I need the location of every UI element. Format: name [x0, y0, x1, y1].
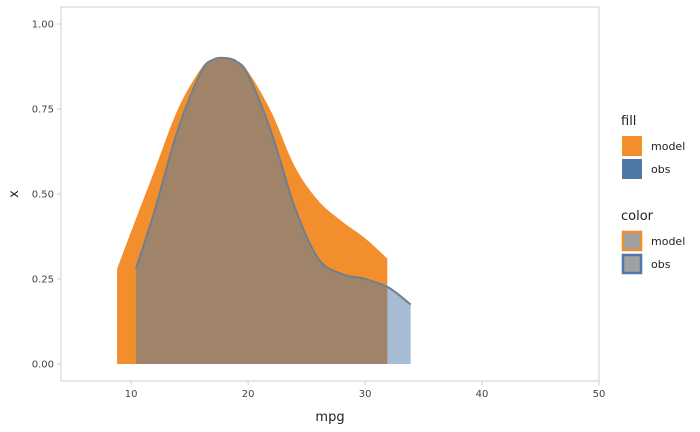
legend-color-swatch-model: [621, 230, 643, 252]
legend-fill-swatch-model: [622, 136, 642, 156]
legend-fill-swatch-obs: [622, 159, 642, 179]
legend-color-label-model: model: [651, 235, 685, 248]
x-tick-label: 50: [593, 389, 606, 400]
y-axis: 0.00 0.25 0.50 0.75 1.00: [32, 20, 61, 371]
density-line-obs: [134, 56, 412, 306]
x-axis: 10 20 30 40 50: [125, 381, 606, 400]
x-tick-label: 30: [359, 389, 372, 400]
legend-color-label-obs: obs: [651, 258, 671, 271]
y-tick-label: 0.50: [32, 190, 54, 201]
legend-color-swatch-obs: [621, 253, 643, 275]
legend-fill: fill model obs: [621, 114, 685, 179]
legend-color-title: color: [621, 209, 654, 224]
x-tick-label: 10: [125, 389, 138, 400]
area-layer: [117, 56, 412, 364]
y-tick-label: 1.00: [32, 20, 54, 31]
y-tick-label: 0.25: [32, 275, 54, 286]
legend-fill-title: fill: [621, 114, 636, 129]
area-obs: [135, 57, 411, 364]
y-axis-title: x: [7, 190, 22, 198]
x-axis-title: mpg: [315, 410, 344, 425]
x-tick-label: 40: [476, 389, 489, 400]
y-tick-label: 0.00: [32, 360, 54, 371]
x-tick-label: 20: [242, 389, 255, 400]
y-tick-label: 0.75: [32, 105, 54, 116]
legend-fill-label-model: model: [651, 140, 685, 153]
legend-color: color model obs: [621, 209, 685, 275]
legend-fill-label-obs: obs: [651, 163, 671, 176]
